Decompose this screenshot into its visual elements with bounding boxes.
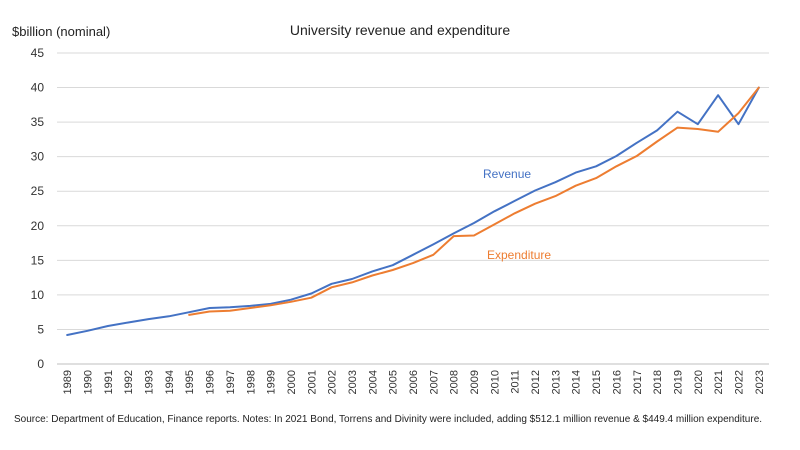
x-tick-label: 1992 <box>123 370 135 394</box>
series-line-expenditure <box>188 86 760 316</box>
y-axis-label: $billion (nominal) <box>12 24 111 39</box>
y-tick-label: 5 <box>37 322 44 336</box>
x-tick-label: 2006 <box>408 370 420 394</box>
x-tick-label: 2012 <box>530 370 542 394</box>
y-tick-label: 0 <box>37 357 44 371</box>
revenue-series-label: Revenue <box>483 167 532 181</box>
x-tick-label: 2004 <box>367 370 379 394</box>
series-line-revenue <box>66 86 760 336</box>
x-tick-label: 1990 <box>83 370 95 394</box>
y-tick-label: 10 <box>31 288 45 302</box>
y-tick-label: 40 <box>31 81 45 95</box>
x-tick-label: 2011 <box>510 370 522 394</box>
x-tick-label: 2019 <box>672 370 684 394</box>
y-tick-label: 25 <box>31 184 45 198</box>
y-tick-label: 30 <box>31 150 45 164</box>
y-tick-label: 15 <box>31 253 45 267</box>
x-tick-label: 2007 <box>428 370 440 394</box>
expenditure-series-label: Expenditure <box>487 248 552 262</box>
x-tick-label: 2013 <box>550 370 562 394</box>
x-tick-label: 1994 <box>164 370 176 394</box>
x-tick-label: 2021 <box>713 370 725 394</box>
x-tick-label: 2003 <box>347 370 359 394</box>
x-tick-label: 2017 <box>632 370 644 394</box>
x-tick-label: 2020 <box>693 370 705 394</box>
x-tick-label: 2018 <box>652 370 664 394</box>
x-tick-label: 1989 <box>62 370 74 394</box>
chart-title: University revenue and expenditure <box>289 22 511 38</box>
x-tick-label: 1996 <box>205 370 217 394</box>
x-tick-label: 2001 <box>306 370 318 394</box>
x-tick-label: 1993 <box>144 370 156 394</box>
x-tick-label: 2002 <box>327 370 339 394</box>
x-tick-label: 2005 <box>388 370 400 394</box>
x-tick-label: 1998 <box>245 370 257 394</box>
x-tick-label: 2023 <box>754 370 766 394</box>
source-note: Source: Department of Education, Finance… <box>14 414 763 425</box>
y-tick-label: 35 <box>31 115 45 129</box>
x-tick-label: 1995 <box>184 370 196 394</box>
x-tick-label: 1991 <box>103 370 115 394</box>
x-tick-label: 1997 <box>225 370 237 394</box>
x-tick-label: 2014 <box>571 370 583 394</box>
x-tick-label: 1999 <box>266 370 278 394</box>
x-tick-label: 2000 <box>286 370 298 394</box>
x-tick-label: 2008 <box>449 370 461 394</box>
x-tick-label: 2010 <box>489 370 501 394</box>
x-tick-label: 2009 <box>469 370 481 394</box>
y-tick-label: 20 <box>31 219 45 233</box>
y-tick-label: 45 <box>31 46 45 60</box>
x-tick-label: 2016 <box>611 370 623 394</box>
x-tick-label: 2015 <box>591 370 603 394</box>
x-tick-label: 2022 <box>733 370 745 394</box>
